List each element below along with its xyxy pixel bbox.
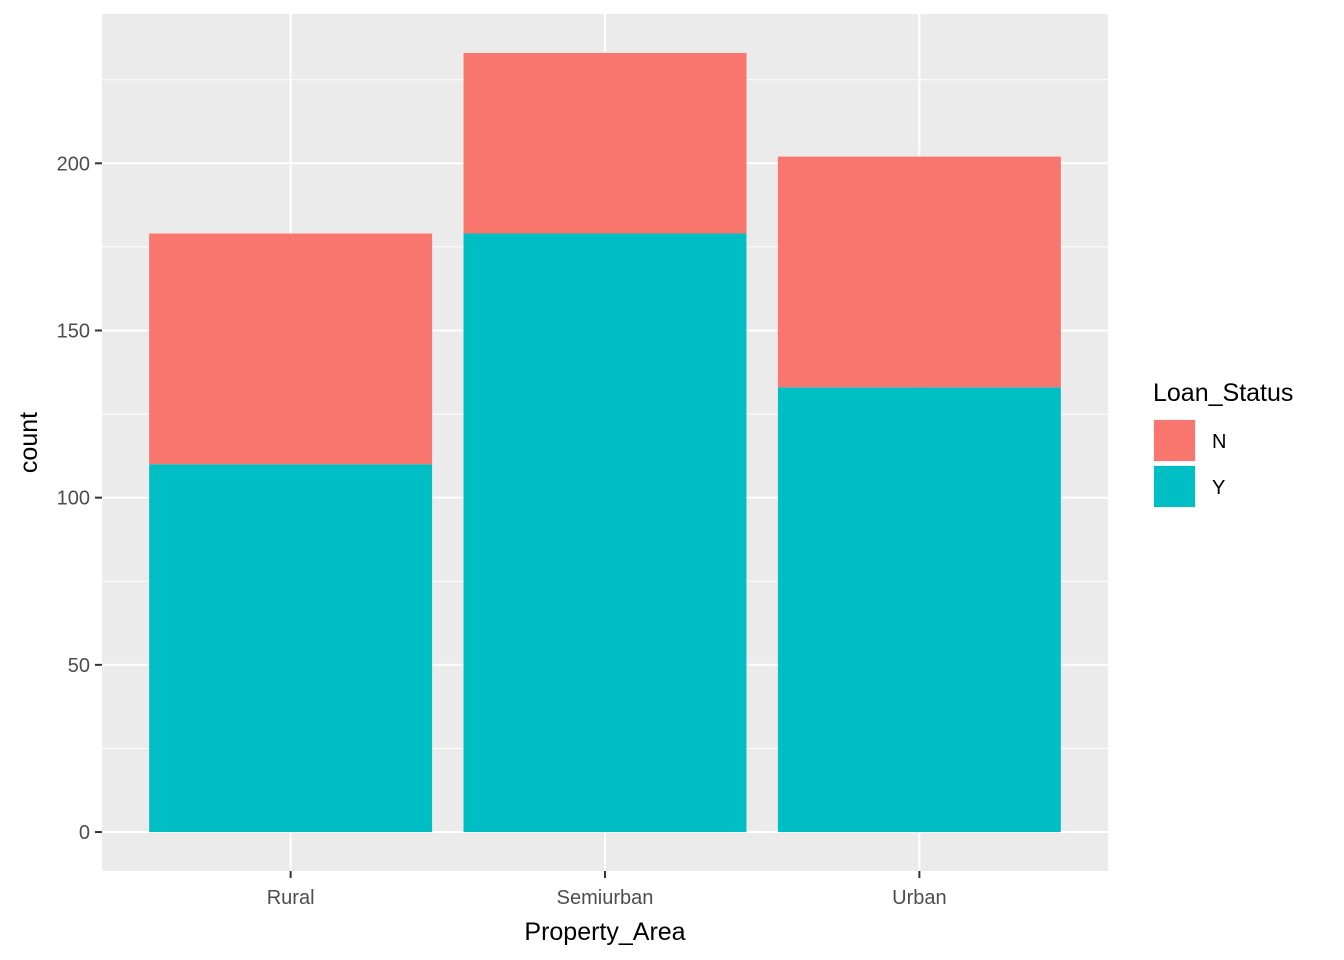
bar-semiurban-n bbox=[463, 52, 747, 234]
legend-label-y: Y bbox=[1212, 477, 1225, 499]
y-tick-label: 150 bbox=[57, 320, 90, 342]
bar-rural-y bbox=[149, 464, 433, 833]
x-tick-label: Urban bbox=[892, 887, 946, 909]
y-axis-title: count bbox=[15, 412, 43, 473]
bar-urban-y bbox=[777, 387, 1061, 833]
y-axis: 0 50 100 150 200 bbox=[57, 153, 102, 844]
x-axis-title: Property_Area bbox=[524, 918, 685, 946]
x-tick-label: Rural bbox=[267, 887, 315, 909]
y-tick-label: 200 bbox=[57, 153, 90, 175]
bars bbox=[149, 52, 1061, 833]
legend: Loan_Status N Y bbox=[1153, 379, 1293, 508]
legend-swatch-n bbox=[1154, 420, 1195, 461]
y-tick-label: 50 bbox=[68, 655, 90, 677]
legend-title: Loan_Status bbox=[1153, 379, 1293, 407]
y-tick-label: 100 bbox=[57, 488, 90, 510]
bar-semiurban-y bbox=[463, 233, 747, 833]
y-tick-label: 0 bbox=[79, 822, 90, 844]
bar-urban-n bbox=[777, 156, 1061, 388]
x-axis: Rural Semiurban Urban bbox=[267, 871, 947, 909]
x-tick-label: Semiurban bbox=[557, 887, 654, 909]
bar-rural-n bbox=[149, 233, 433, 465]
legend-label-n: N bbox=[1212, 431, 1226, 453]
legend-swatch-y bbox=[1154, 466, 1195, 507]
